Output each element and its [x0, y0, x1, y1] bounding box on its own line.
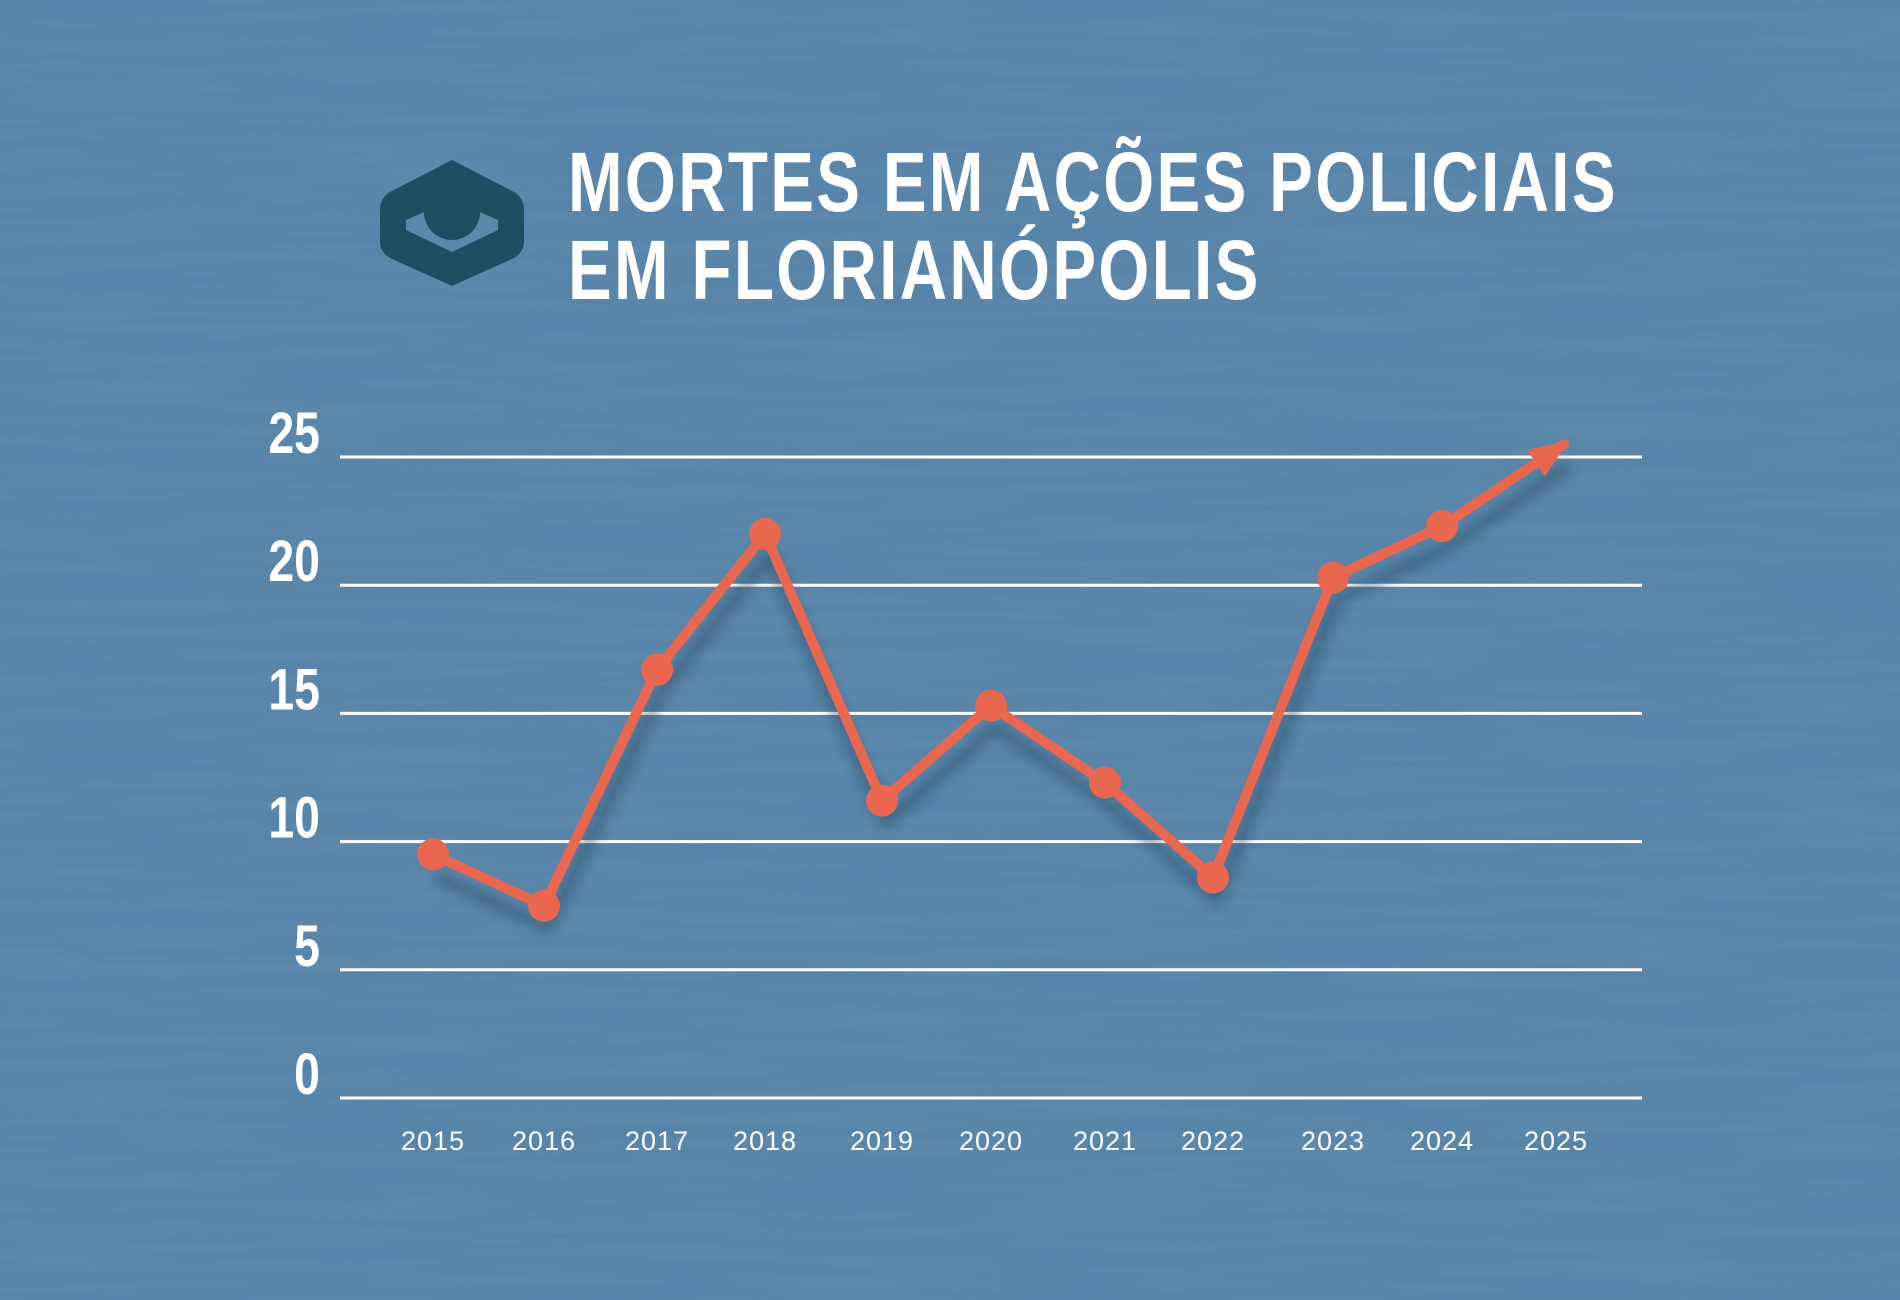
y-tick-label: 10: [268, 786, 320, 851]
x-tick-label: 2022: [1181, 1126, 1245, 1156]
series-line: [428, 439, 1569, 911]
x-tick-label: 2016: [512, 1126, 576, 1156]
x-tick-label: 2025: [1524, 1126, 1588, 1156]
eye-hexagon-logo-icon: [380, 160, 524, 286]
x-tick-label: 2021: [1073, 1126, 1137, 1156]
x-tick-label: 2018: [733, 1126, 797, 1156]
x-tick-label: 2020: [959, 1126, 1023, 1156]
data-point: [1197, 861, 1229, 894]
data-point: [528, 889, 560, 922]
data-point: [975, 689, 1007, 722]
x-tick-label: 2017: [625, 1126, 689, 1156]
data-point: [749, 517, 781, 550]
y-tick-label: 25: [268, 401, 320, 466]
y-tick-label: 20: [268, 529, 320, 594]
x-tick-label: 2023: [1301, 1126, 1365, 1156]
title-line-2: EM FLORIANÓPOLIS: [568, 223, 1261, 317]
trend-arrowhead-icon: [1526, 440, 1569, 477]
x-tick-label: 2019: [850, 1126, 914, 1156]
data-point: [641, 653, 673, 686]
data-point: [1089, 766, 1121, 799]
data-point: [1426, 510, 1458, 543]
y-tick-label: 15: [268, 657, 320, 722]
data-point: [1317, 561, 1349, 594]
x-tick-label: 2015: [401, 1126, 465, 1156]
y-tick-label: 5: [294, 914, 320, 979]
line-shadow: [434, 462, 1571, 933]
chart-title: MORTES EM AÇÕES POLICIAIS EM FLORIANÓPOL…: [568, 138, 1618, 314]
data-point: [417, 838, 449, 871]
title-line-1: MORTES EM AÇÕES POLICIAIS: [568, 135, 1618, 229]
y-tick-label: 0: [294, 1042, 320, 1107]
data-point: [866, 784, 898, 817]
x-tick-label: 2024: [1410, 1126, 1474, 1156]
